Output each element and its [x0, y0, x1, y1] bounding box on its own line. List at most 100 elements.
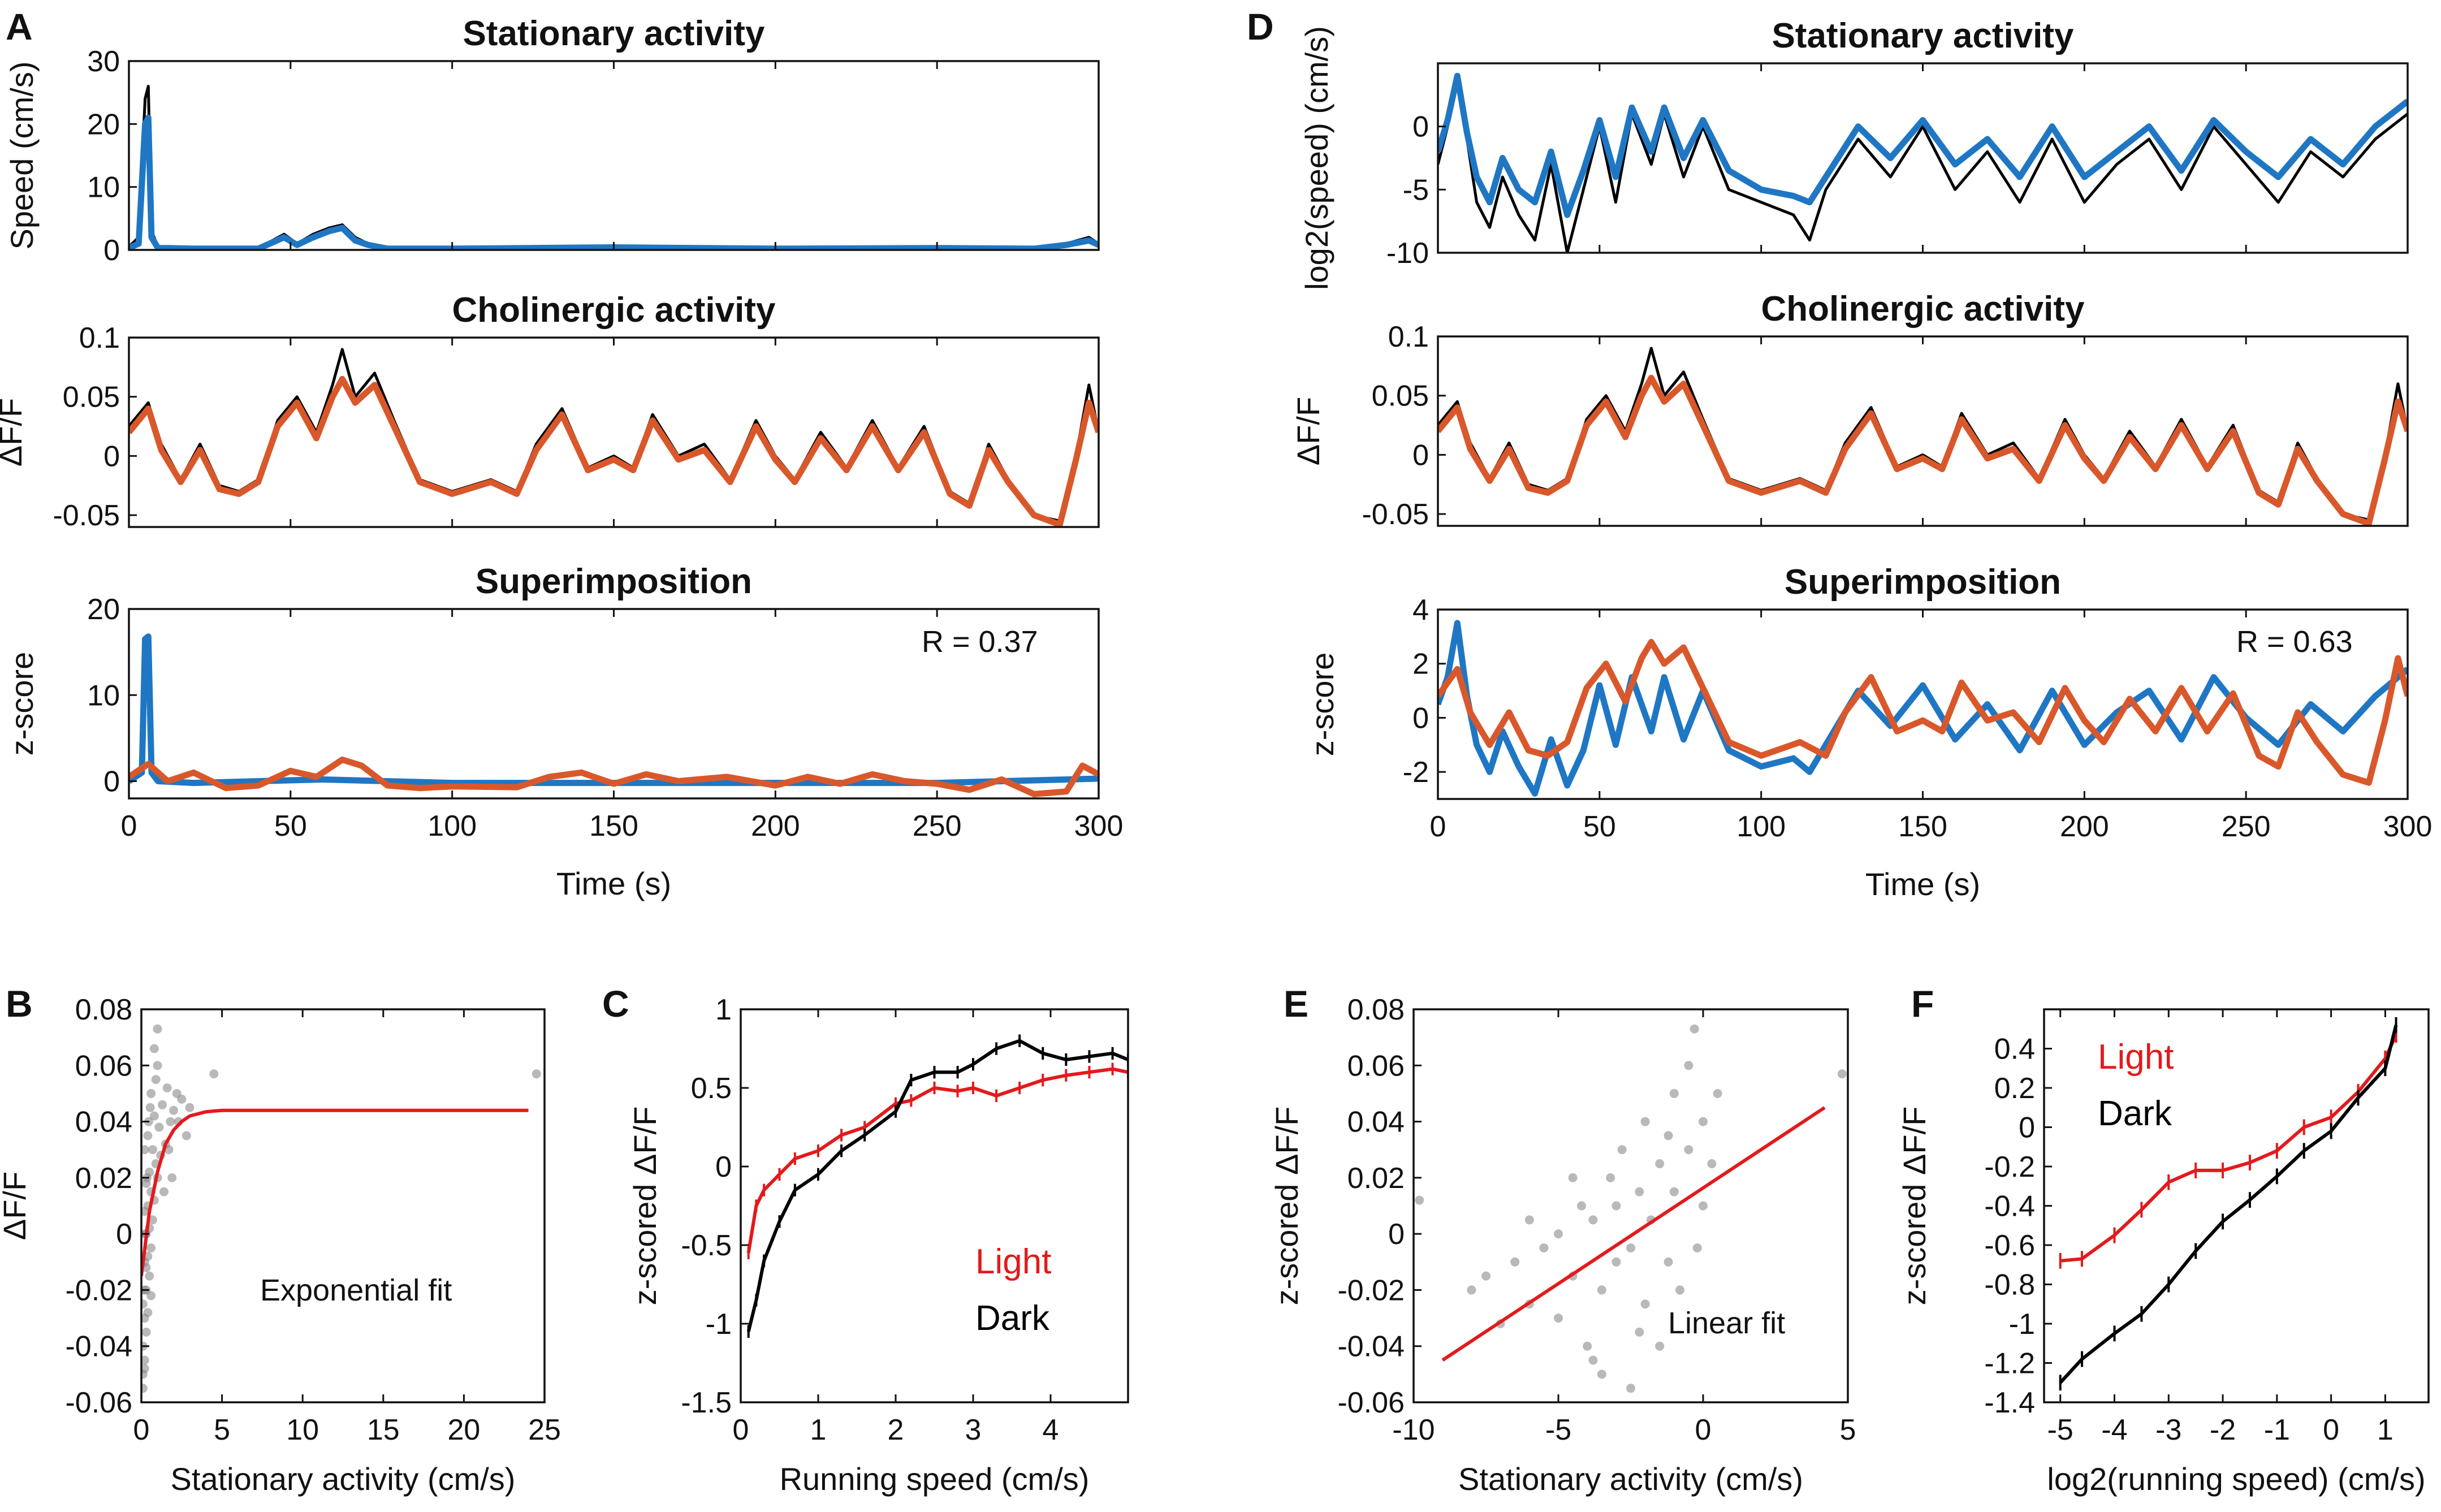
- scatter-point: [1597, 1285, 1606, 1295]
- scatter-point: [1684, 1061, 1693, 1070]
- x-tick-label: 25: [528, 1414, 561, 1446]
- series-line-light: [746, 1067, 1128, 1254]
- scatter-point: [1576, 1201, 1586, 1211]
- y-axis-label: z-score: [1304, 653, 1340, 757]
- panel-c: -1.5 -1 -0.5 0 0.5 1 0 1 2 3 4 Running speed (cm/s)…: [627, 993, 1129, 1497]
- series-line-light: [2060, 1034, 2398, 1263]
- x-axis-label: log2(running speed) (cm/s): [2047, 1461, 2425, 1497]
- scatter-point: [1467, 1285, 1476, 1295]
- y-tick-label: -1: [706, 1308, 732, 1341]
- y-axis-label: ΔF/F: [1290, 397, 1326, 465]
- scatter-point: [1626, 1243, 1635, 1252]
- y-tick-label: -0.05: [53, 499, 120, 532]
- y-axis-label: log2(speed) (cm/s): [1299, 26, 1334, 290]
- scatter-point: [1707, 1159, 1717, 1169]
- plot-area-a1: [129, 85, 1099, 250]
- x-tick-label: 0: [1430, 810, 1446, 843]
- scatter-point: [1640, 1299, 1650, 1309]
- scatter-point: [1415, 1195, 1424, 1205]
- y-axis-label: Speed (cm/s): [4, 62, 40, 250]
- y-tick-label: 4: [1412, 594, 1429, 627]
- x-tick-label: 5: [1840, 1414, 1856, 1446]
- plot-area-f: [2059, 1017, 2398, 1391]
- y-axis-label: z-scored ΔF/F: [627, 1107, 663, 1306]
- y-tick-label: -0.02: [1337, 1274, 1405, 1307]
- scatter-point: [209, 1069, 219, 1079]
- y-tick-label: -0.04: [1337, 1330, 1405, 1363]
- scatter-point: [532, 1069, 541, 1079]
- y-tick-label: 20: [87, 108, 120, 141]
- legend-entry: Dark: [975, 1299, 1050, 1338]
- series-line-dark: [2059, 1025, 2398, 1384]
- panel-letter: E: [1284, 983, 1308, 1025]
- scatter-point: [148, 1215, 157, 1225]
- scatter-point: [141, 1145, 149, 1155]
- scatter-point: [1664, 1131, 1673, 1141]
- scatter-point: [1510, 1257, 1520, 1267]
- plot-area-a3: [129, 633, 1099, 797]
- series-line-cholinergic-z: [129, 757, 1099, 797]
- scatter-point: [149, 1111, 159, 1121]
- axes-box: [740, 1008, 1129, 1403]
- y-tick-label: -0.02: [65, 1274, 132, 1307]
- panel-e: -0.06 -0.04 -0.02 0 0.02 0.04 0.06 0.08 -10 -5 0 5 S…: [1269, 993, 1856, 1497]
- x-tick-label: 5: [214, 1414, 230, 1446]
- y-tick-label: -0.4: [1984, 1190, 2035, 1223]
- panel-letter: D: [1247, 6, 1274, 47]
- y-tick-label: 10: [87, 679, 120, 712]
- scatter-point: [1626, 1384, 1635, 1393]
- scatter-point: [143, 1308, 153, 1317]
- y-tick-label: 0: [116, 1218, 132, 1251]
- scatter-point: [1606, 1173, 1615, 1182]
- x-tick-label: 0: [1695, 1414, 1712, 1446]
- y-tick-label: 0.05: [63, 381, 120, 414]
- x-tick-label: -3: [2155, 1414, 2181, 1446]
- y-tick-label: -1.4: [1984, 1386, 2035, 1419]
- scatter-point: [146, 1088, 156, 1098]
- y-tick-label: -0.8: [1984, 1269, 2035, 1302]
- scatter-point: [1539, 1243, 1549, 1252]
- y-tick-label: 0: [1412, 702, 1429, 735]
- scatter-point: [1588, 1355, 1598, 1365]
- y-tick-label: 0.06: [1347, 1049, 1405, 1082]
- panel-title: Cholinergic activity: [1761, 290, 2085, 329]
- scatter-point: [1655, 1341, 1665, 1351]
- x-tick-label: 1: [2377, 1414, 2394, 1446]
- scatter-point: [169, 1105, 179, 1115]
- y-tick-label: 0.04: [1347, 1106, 1405, 1139]
- axes-box: [128, 60, 1100, 251]
- scatter-point: [166, 1117, 175, 1126]
- scatter-point: [1669, 1187, 1679, 1196]
- scatter-point: [1692, 1243, 1702, 1252]
- annotation-text: Linear fit: [1668, 1306, 1785, 1340]
- x-tick-label: -5: [1545, 1414, 1571, 1446]
- axes-box: [140, 1008, 546, 1403]
- y-tick-label: 0.2: [1994, 1072, 2035, 1105]
- panel-d2: -0.05 0 0.05 0.1 Cholinergic activity ΔF/F: [1290, 290, 2409, 531]
- scatter-point: [1699, 1201, 1708, 1211]
- scatter-point: [145, 1103, 155, 1112]
- y-tick-label: -0.2: [1984, 1151, 2035, 1183]
- panel-title: Superimposition: [1785, 563, 2061, 602]
- axes-box: [1437, 62, 2409, 254]
- scatter-point: [1669, 1088, 1679, 1098]
- x-tick-label: 10: [286, 1414, 319, 1446]
- x-tick-label: 50: [274, 810, 307, 843]
- series-line-cholinergic-z: [1438, 638, 2408, 786]
- y-tick-label: 0.1: [79, 322, 120, 355]
- x-tick-label: 250: [913, 810, 962, 843]
- scatter-point: [146, 1243, 156, 1252]
- panel-a2: -0.05 0 0.05 0.1 Cholinergic activity ΔF/F: [0, 291, 1100, 532]
- panel-d1: -10 -5 0 Stationary activity log2(speed) (cm…: [1299, 16, 2409, 290]
- scatter-point: [159, 1187, 169, 1196]
- y-tick-label: 0.04: [75, 1106, 132, 1139]
- series-line-dark: [746, 1039, 1128, 1332]
- fit-line: [1441, 1106, 1826, 1362]
- scatter-point: [172, 1088, 182, 1098]
- y-tick-label: 0.5: [691, 1072, 732, 1105]
- y-tick-label: 0: [1412, 111, 1429, 144]
- panel-b: -0.06 -0.04 -0.02 0 0.02 0.04 0.06 0.08 0 5 10 15 20…: [0, 993, 561, 1497]
